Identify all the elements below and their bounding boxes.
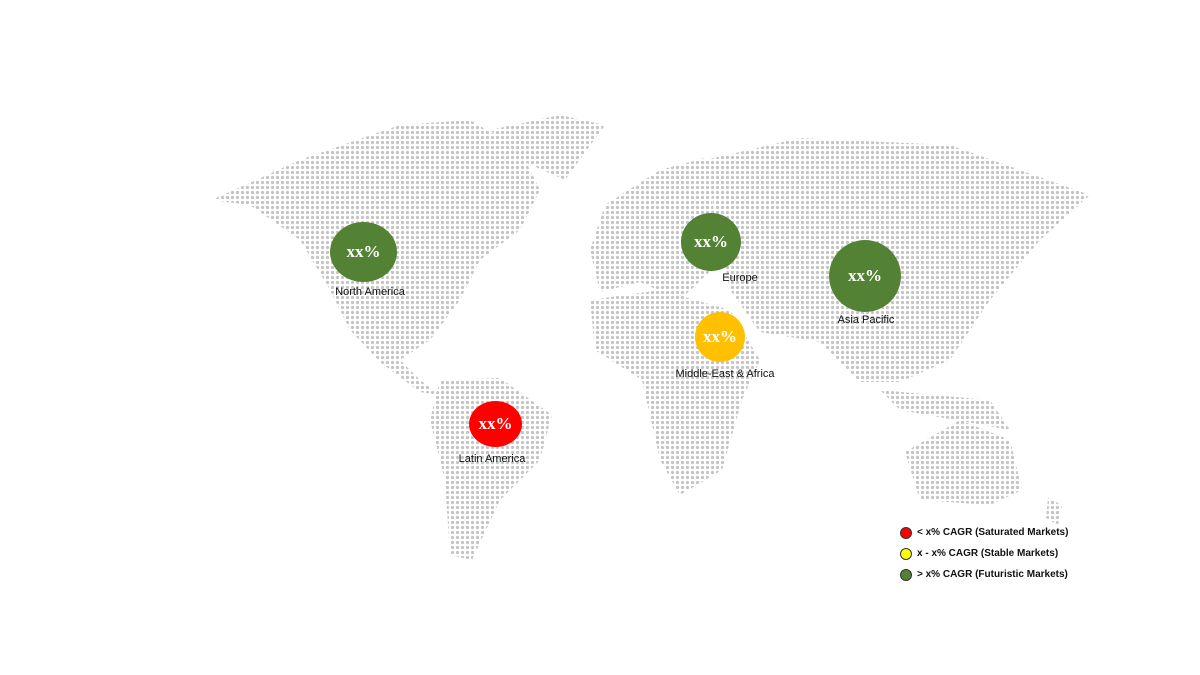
yellow-dot-icon	[900, 547, 912, 560]
middle-east-africa-bubble: xx%	[695, 312, 745, 362]
north-america-bubble: xx%	[330, 222, 397, 282]
middle-east-africa-label: Middle-East & Africa	[675, 368, 775, 380]
latin-america-bubble: xx%	[469, 401, 522, 447]
legend-label: > x% CAGR (Futuristic Markets)	[917, 569, 1068, 580]
asia-pacific-bubble: xx%	[829, 240, 901, 312]
legend-item-saturated: < x% CAGR (Saturated Markets)	[900, 522, 1068, 543]
green-dot-icon	[900, 568, 912, 581]
europe-bubble: xx%	[681, 213, 741, 271]
legend-item-stable: x - x% CAGR (Stable Markets)	[900, 543, 1068, 564]
north-america-label: North America	[335, 286, 405, 298]
latin-america-label: Latin America	[458, 453, 526, 465]
indonesia-land	[880, 390, 1010, 430]
legend: < x% CAGR (Saturated Markets) x - x% CAG…	[900, 522, 1068, 585]
new-zealand-land	[1046, 498, 1062, 525]
europe-land	[590, 158, 722, 300]
europe-label: Europe	[722, 272, 758, 284]
red-dot-icon	[900, 526, 912, 539]
legend-label: x - x% CAGR (Stable Markets)	[917, 548, 1059, 559]
legend-item-futuristic: > x% CAGR (Futuristic Markets)	[900, 564, 1068, 585]
greenland-land	[490, 115, 605, 180]
asia-pacific-label: Asia Pacific	[837, 314, 895, 326]
legend-label: < x% CAGR (Saturated Markets)	[917, 527, 1069, 538]
australia-land	[905, 420, 1022, 505]
